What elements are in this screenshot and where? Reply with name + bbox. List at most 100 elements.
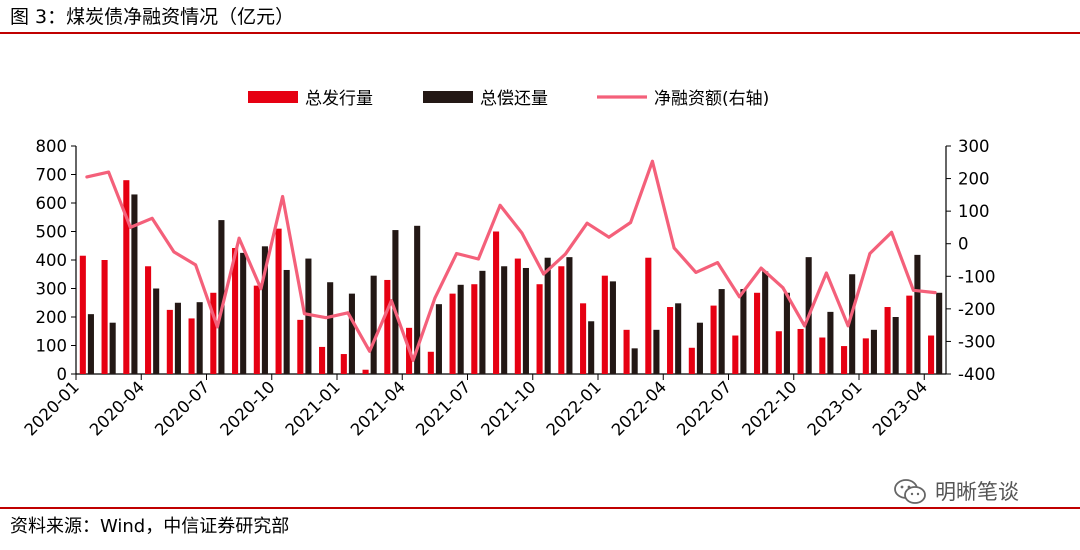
bar-issuance bbox=[145, 266, 152, 374]
bar-issuance bbox=[754, 292, 761, 374]
y-tick-label-right: -200 bbox=[958, 300, 995, 319]
source-note: 资料来源：Wind，中信证券研究部 bbox=[10, 516, 290, 537]
net-financing-point bbox=[803, 324, 807, 328]
bar-issuance bbox=[819, 337, 826, 374]
x-tick-label: 2021-04 bbox=[347, 377, 409, 439]
bar-issuance bbox=[884, 307, 891, 374]
bar-issuance bbox=[688, 347, 695, 374]
net-financing-point bbox=[85, 175, 89, 179]
bar-repayment bbox=[609, 281, 616, 374]
net-financing-point bbox=[455, 252, 459, 255]
bar-issuance bbox=[362, 369, 369, 374]
net-financing-point bbox=[933, 291, 937, 294]
bar-repayment bbox=[631, 348, 638, 374]
net-financing-point bbox=[890, 230, 894, 234]
x-tick-label: 2023-01 bbox=[804, 377, 866, 439]
net-financing-point bbox=[215, 325, 219, 329]
bar-repayment bbox=[327, 282, 334, 374]
wechat-icon bbox=[894, 479, 926, 504]
net-financing-point bbox=[694, 270, 698, 274]
net-financing-point bbox=[759, 266, 763, 270]
bar-issuance bbox=[384, 279, 391, 374]
x-tick-label: 2022-01 bbox=[543, 377, 605, 439]
net-financing-point bbox=[629, 221, 633, 224]
legend-label-net: 净融资额(右轴) bbox=[654, 89, 769, 109]
y-tick-label-left: 100 bbox=[36, 337, 68, 356]
net-financing-point bbox=[150, 216, 154, 220]
x-tick-label: 2020-01 bbox=[21, 377, 83, 439]
net-financing-point bbox=[737, 295, 741, 299]
bar-issuance bbox=[601, 275, 608, 374]
net-financing-point bbox=[542, 272, 546, 276]
net-financing-point bbox=[237, 236, 241, 240]
net-financing-point bbox=[824, 271, 828, 275]
bar-issuance bbox=[188, 318, 195, 374]
bar-repayment bbox=[370, 275, 377, 374]
x-tick-label: 2022-07 bbox=[673, 377, 735, 439]
bar-issuance bbox=[275, 228, 282, 374]
y-tick-label-left: 400 bbox=[36, 251, 68, 270]
y-tick-label-left: 0 bbox=[57, 365, 68, 384]
x-tick-label: 2020-07 bbox=[151, 377, 213, 439]
bar-repayment bbox=[240, 252, 247, 374]
bar-issuance bbox=[862, 338, 869, 374]
bar-issuance bbox=[210, 292, 217, 374]
net-financing-point bbox=[563, 252, 567, 256]
y-tick-label-right: 100 bbox=[958, 202, 990, 221]
bar-issuance bbox=[232, 248, 239, 374]
y-tick-label-left: 500 bbox=[36, 223, 68, 242]
net-financing-point bbox=[781, 286, 785, 290]
watermark-text: 明晰笔谈 bbox=[935, 480, 1019, 504]
bar-repayment bbox=[588, 321, 595, 374]
legend-swatch-repayment bbox=[423, 91, 473, 103]
y-tick-label-right: -100 bbox=[958, 267, 995, 286]
y-tick-label-right: 200 bbox=[958, 170, 990, 189]
bar-issuance bbox=[101, 260, 108, 374]
net-financing-point bbox=[868, 252, 872, 255]
bar-repayment bbox=[675, 303, 682, 374]
axes-layer bbox=[71, 145, 951, 380]
bar-repayment bbox=[174, 302, 181, 374]
x-tick-label: 2023-04 bbox=[869, 377, 931, 439]
bar-repayment bbox=[522, 267, 529, 374]
legend-label-issuance: 总发行量 bbox=[305, 89, 373, 109]
y-tick-label-right: -400 bbox=[958, 365, 995, 384]
bar-issuance bbox=[645, 257, 652, 374]
bar-repayment bbox=[218, 220, 225, 374]
y-tick-label-right: -300 bbox=[958, 332, 995, 351]
bar-issuance bbox=[79, 255, 86, 374]
bar-issuance bbox=[623, 329, 630, 374]
line-layer bbox=[85, 159, 937, 362]
x-tick-label: 2022-10 bbox=[738, 377, 800, 439]
y-tick-label-left: 300 bbox=[36, 280, 68, 299]
source-rule bbox=[0, 507, 1080, 509]
net-financing-point bbox=[128, 226, 132, 229]
bar-repayment bbox=[870, 329, 877, 374]
bar-repayment bbox=[696, 322, 703, 374]
net-financing-point bbox=[259, 287, 263, 291]
bar-repayment bbox=[479, 270, 486, 374]
x-tick-label: 2020-04 bbox=[86, 377, 148, 439]
watermark: 明晰笔谈 bbox=[893, 478, 1019, 506]
bar-issuance bbox=[319, 346, 326, 374]
bar-repayment bbox=[131, 194, 138, 374]
net-financing-point bbox=[476, 257, 480, 261]
net-financing-point bbox=[324, 316, 328, 320]
bar-issuance bbox=[340, 354, 347, 374]
title-rule bbox=[0, 32, 1080, 34]
net-financing-point bbox=[172, 250, 176, 254]
y-tick-label-right: 0 bbox=[958, 235, 969, 254]
bar-repayment bbox=[936, 292, 943, 374]
bar-issuance bbox=[667, 307, 674, 374]
bar-issuance bbox=[123, 180, 130, 374]
net-financing-point bbox=[607, 235, 611, 239]
bar-repayment bbox=[348, 293, 355, 374]
net-financing-point bbox=[433, 296, 437, 300]
x-tick-label: 2020-10 bbox=[216, 377, 278, 439]
legend-swatch-issuance bbox=[248, 91, 298, 103]
net-financing-point bbox=[389, 299, 393, 303]
net-financing-point bbox=[650, 159, 654, 163]
figure-title: 图 3：煤炭债净融资情况（亿元） bbox=[10, 6, 295, 28]
bar-issuance bbox=[928, 335, 935, 374]
bar-issuance bbox=[536, 284, 543, 374]
